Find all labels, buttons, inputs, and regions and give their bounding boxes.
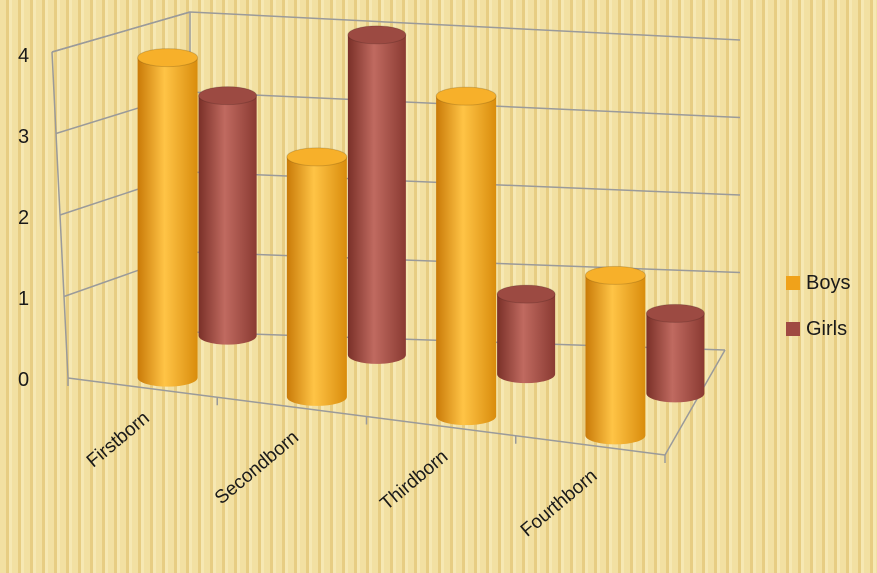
y-tick-label: 0 <box>18 369 29 391</box>
gridline <box>51 11 741 53</box>
bars <box>137 25 705 445</box>
bar-girls <box>347 25 407 364</box>
x-category-label: Fourthborn <box>517 465 602 541</box>
y-tick-label: 1 <box>18 288 29 310</box>
x-category-label: Firstborn <box>83 408 154 472</box>
x-axis-category-labels: Firstborn Secondborn Thirdborn Fourthborn <box>83 408 602 542</box>
bar-girls <box>496 284 556 384</box>
floor-right-edge <box>664 349 726 456</box>
legend-label: Girls <box>806 318 847 340</box>
legend-swatch <box>786 322 800 336</box>
bar-girls <box>645 303 705 403</box>
x-category-label: Thirdborn <box>376 446 452 514</box>
bar-boys <box>137 48 199 387</box>
legend-swatch <box>786 276 800 290</box>
y-tick-label: 4 <box>18 45 29 67</box>
x-axis-ticks <box>67 378 666 463</box>
y-tick-label: 2 <box>18 207 29 229</box>
bar-boys <box>286 147 348 406</box>
y-axis-tick-labels: 0 1 2 3 4 <box>18 45 29 391</box>
bar-girls <box>198 86 258 345</box>
bar-boys <box>584 265 646 445</box>
legend-label: Boys <box>806 272 850 294</box>
y-tick-label: 3 <box>18 126 29 148</box>
bar-boys <box>435 86 497 426</box>
legend: Boys Girls <box>786 272 850 340</box>
x-category-label: Secondborn <box>211 427 303 509</box>
